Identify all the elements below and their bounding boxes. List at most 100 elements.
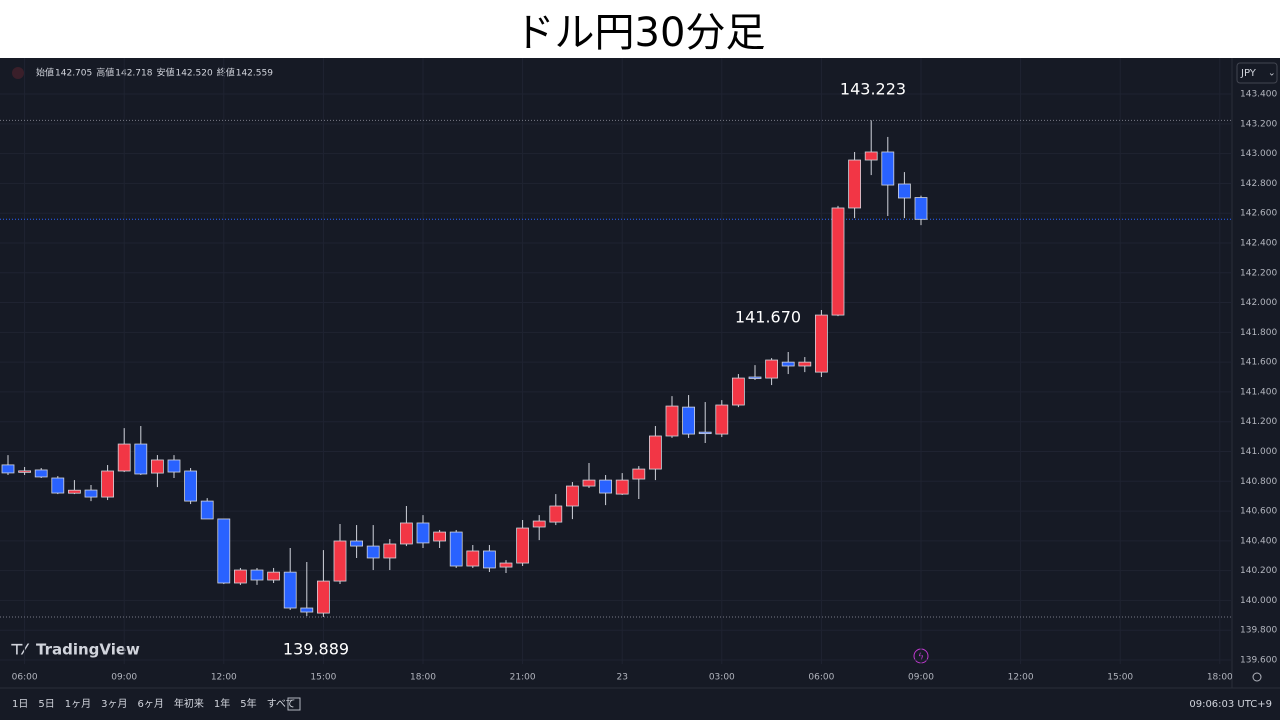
- symbol-icon[interactable]: [12, 67, 24, 79]
- candle-body: [51, 477, 65, 494]
- date-range-icon[interactable]: [287, 697, 301, 711]
- candle-body: [682, 406, 695, 435]
- candle-body: [499, 562, 513, 568]
- legend-value: 142.705: [55, 69, 92, 79]
- candle-body: [732, 377, 745, 406]
- annotation: 141.670: [735, 308, 801, 327]
- y-tick-label: 141.800: [1240, 328, 1277, 338]
- chart: JPY ⌄ ⊤⁄ TradingView ϟ 09:06:03 UTC+9 始値…: [0, 58, 1280, 720]
- y-tick-label: 141.600: [1240, 358, 1277, 368]
- settings-icon[interactable]: [1252, 672, 1262, 682]
- x-tick-label: 06:00: [12, 673, 38, 683]
- candle-body: [615, 479, 629, 495]
- currency[interactable]: JPY: [1240, 68, 1257, 79]
- dropdown-arrow[interactable]: ⌄: [1268, 69, 1276, 79]
- range-button[interactable]: 1日: [12, 699, 28, 710]
- candle-body: [881, 151, 895, 186]
- x-tick-label: 09:00: [908, 673, 934, 683]
- range-button[interactable]: 1年: [214, 697, 230, 710]
- legend-label: 高値: [96, 67, 114, 79]
- y-tick-label: 140.800: [1240, 477, 1277, 487]
- candle-body: [914, 197, 928, 220]
- candle-body: [765, 359, 778, 379]
- candle-body: [599, 479, 612, 494]
- x-tick-label: 06:00: [808, 673, 834, 683]
- range-button[interactable]: 3ヶ月: [101, 698, 127, 710]
- candle-body: [167, 459, 181, 473]
- y-tick-label: 141.000: [1240, 447, 1277, 457]
- annotation: 139.889: [283, 640, 349, 659]
- candle-body: [715, 404, 729, 435]
- currency-box[interactable]: [1236, 62, 1278, 84]
- y-tick-label: 140.200: [1240, 566, 1277, 576]
- annotation: 143.223: [840, 80, 906, 99]
- candle-body: [267, 571, 281, 581]
- legend-label: 始値: [36, 67, 54, 79]
- x-tick-label: 18:00: [410, 673, 436, 683]
- y-tick-label: 143.400: [1240, 90, 1277, 100]
- y-tick-label: 142.800: [1240, 179, 1277, 189]
- x-tick-label: 23: [616, 673, 627, 683]
- candle-body: [665, 405, 679, 437]
- candle-body: [466, 550, 480, 567]
- candle-body: [748, 376, 762, 379]
- y-tick-label: 141.200: [1240, 417, 1277, 427]
- range-button[interactable]: 5年: [240, 697, 256, 710]
- candle-body: [815, 314, 828, 373]
- page-title: ドル円30分足: [514, 10, 766, 56]
- candle-body: [516, 527, 529, 564]
- legend-label: 終値: [217, 67, 235, 79]
- candle-body: [831, 207, 845, 316]
- candle-body: [316, 580, 330, 614]
- candle-body: [84, 489, 98, 498]
- candle-body: [250, 569, 264, 581]
- candle-body: [781, 361, 795, 367]
- y-tick-label: 140.400: [1240, 536, 1277, 546]
- candle-body: [399, 522, 413, 545]
- candle-body: [233, 569, 247, 584]
- candle-body: [217, 518, 231, 584]
- candle-body: [864, 151, 878, 161]
- candle-body: [532, 520, 546, 528]
- y-tick-label: 142.200: [1240, 268, 1277, 278]
- candle-body: [283, 571, 297, 609]
- candle-body: [698, 431, 712, 435]
- candle-body: [549, 505, 563, 523]
- x-tick-label: 21:00: [510, 673, 536, 683]
- brand: TradingView: [36, 641, 140, 659]
- candle-body: [649, 435, 662, 470]
- y-tick-label: 140.000: [1240, 596, 1277, 606]
- candle-body: [184, 470, 198, 502]
- legend-value: 142.520: [175, 69, 212, 79]
- candle-body: [300, 607, 314, 613]
- chart-background: [0, 58, 1280, 720]
- y-tick-label: 141.400: [1240, 387, 1277, 397]
- candle-body: [848, 159, 861, 209]
- x-tick-label: 15:00: [1107, 673, 1133, 683]
- legend-value: 142.718: [115, 69, 152, 79]
- range-button[interactable]: 1ヶ月: [65, 698, 91, 710]
- candle-body: [898, 183, 911, 199]
- range-button[interactable]: 年初来: [174, 697, 204, 710]
- x-tick-label: 12:00: [1008, 673, 1034, 683]
- candle-body: [134, 443, 148, 475]
- y-tick-label: 139.600: [1240, 656, 1277, 666]
- x-tick-label: 15:00: [310, 673, 336, 683]
- candle-body: [350, 540, 364, 547]
- candle-body: [200, 500, 214, 520]
- y-tick-label: 139.800: [1240, 626, 1277, 636]
- candle-body: [632, 468, 646, 480]
- range-button[interactable]: 5日: [38, 699, 54, 710]
- y-tick-label: 143.200: [1240, 119, 1277, 129]
- candle-body: [1, 464, 15, 474]
- clock: 09:06:03 UTC+9: [1189, 699, 1272, 710]
- range-button[interactable]: すべて: [267, 698, 296, 710]
- candle-body: [449, 531, 463, 567]
- candle-body: [333, 540, 347, 582]
- range-button[interactable]: 6ヶ月: [138, 698, 164, 710]
- candle-body: [68, 489, 81, 494]
- y-tick-label: 140.600: [1240, 507, 1277, 517]
- x-tick-label: 09:00: [111, 673, 137, 683]
- x-tick-label: 12:00: [211, 673, 237, 683]
